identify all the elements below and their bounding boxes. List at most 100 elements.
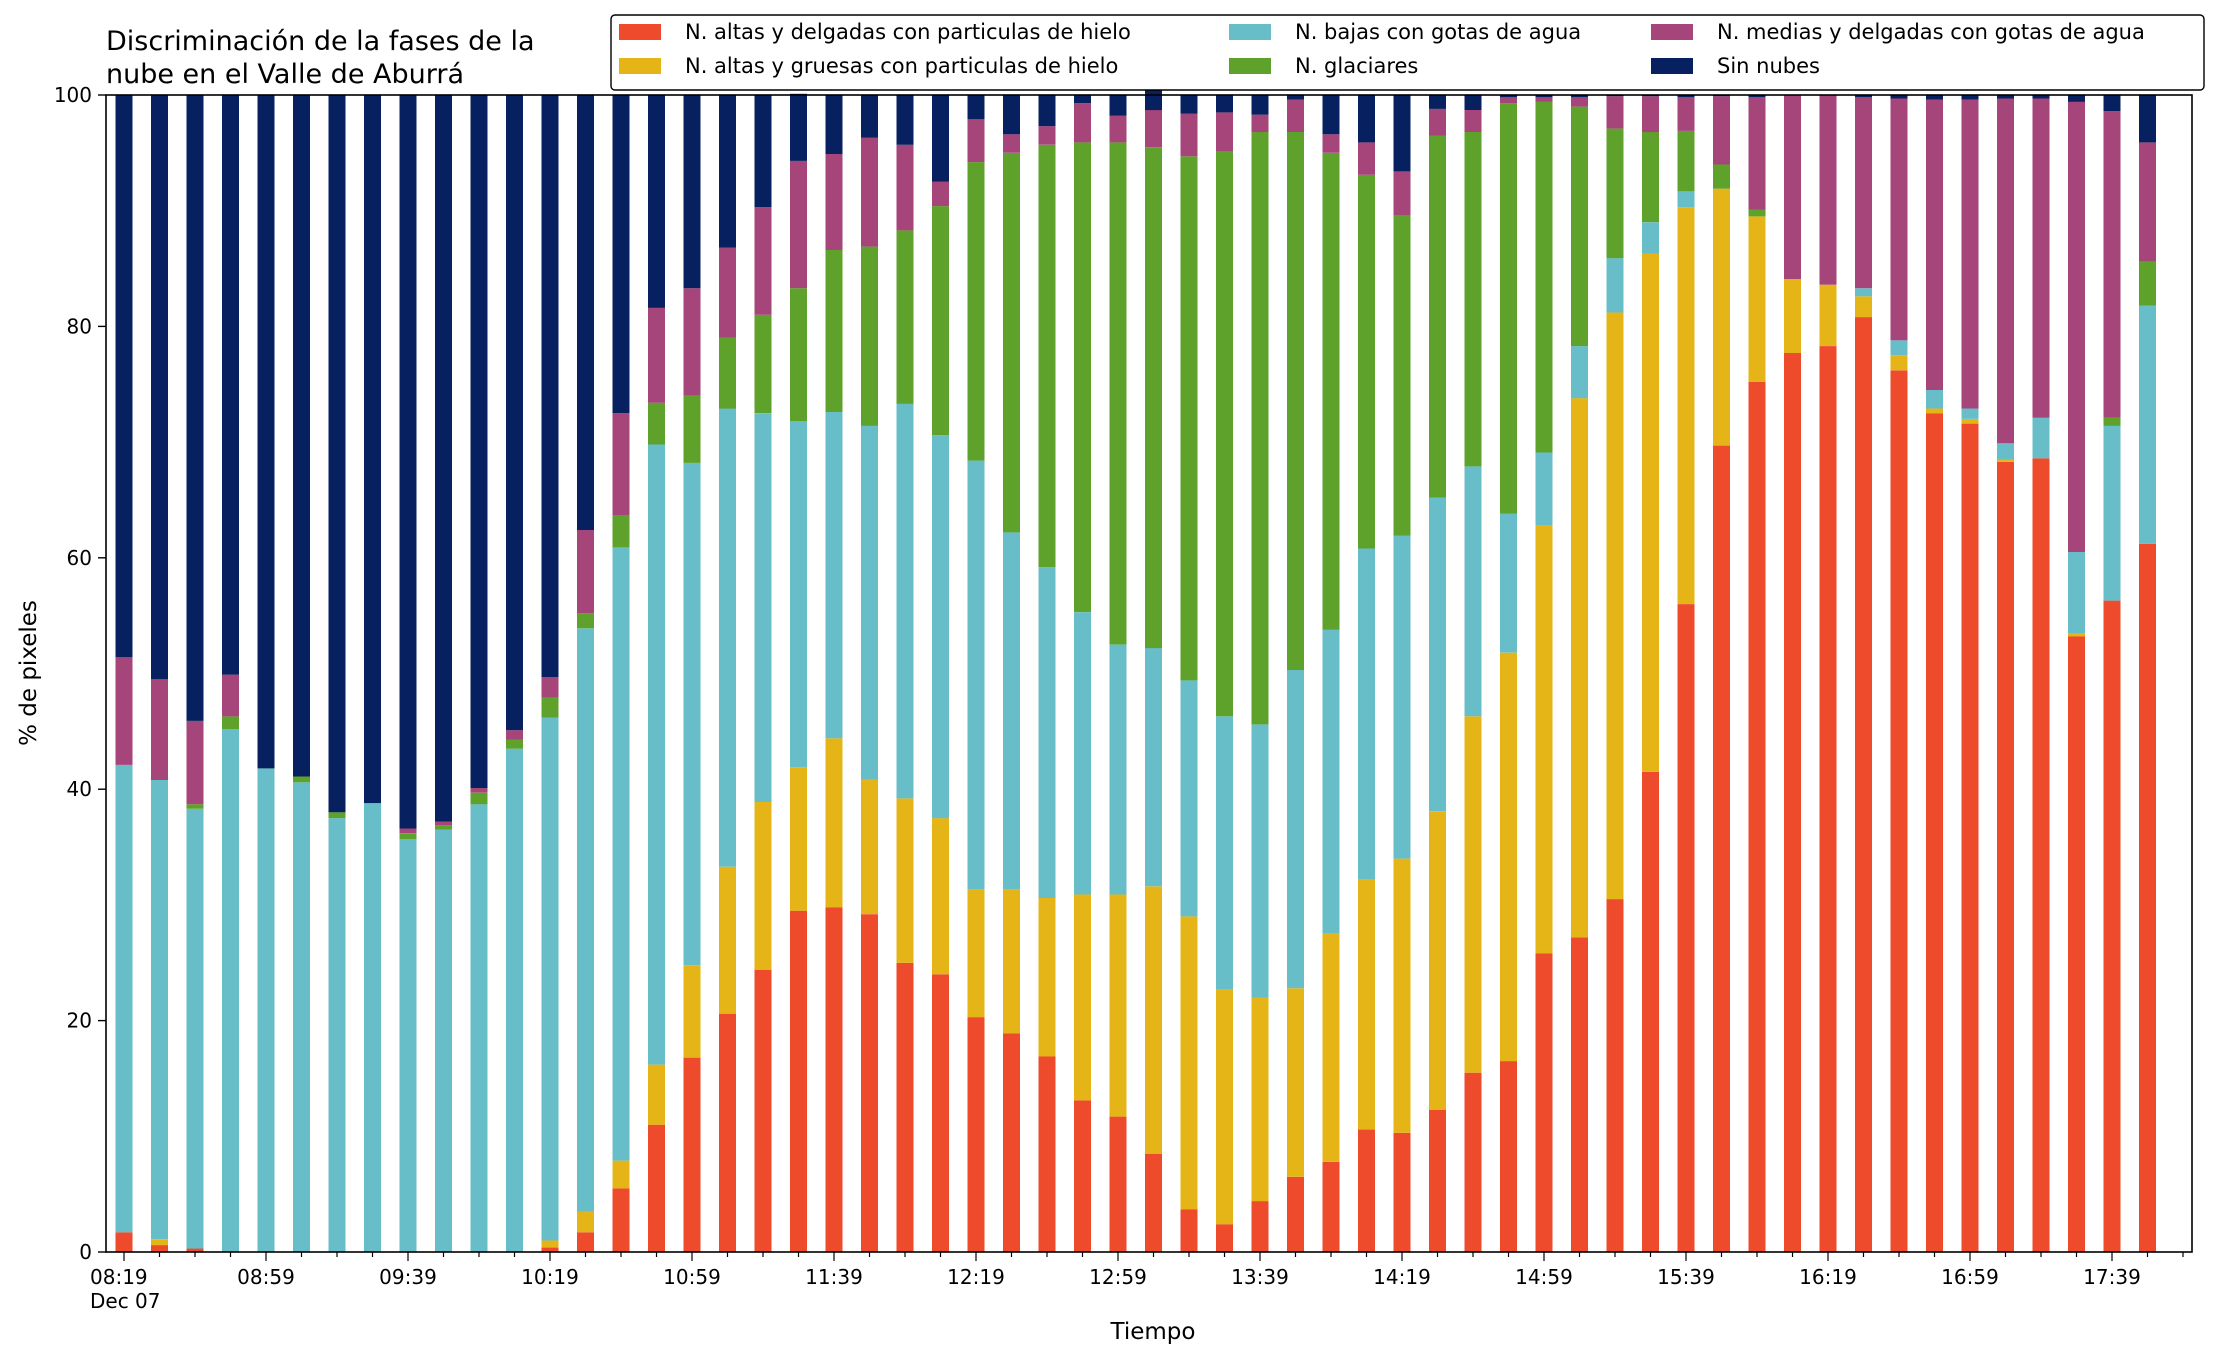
bar-segment-s2-5 [293,782,310,1252]
bar-segment-s1-40 [1535,525,1553,954]
bar-segment-s4-9 [435,821,452,826]
bar-segment-s4-43 [1642,96,1659,133]
bar-segment-s5-49 [1855,95,1872,98]
bar-segment-s1-45 [1713,188,1730,446]
bar-segment-s0-50 [1890,370,1908,1252]
bar-segment-s1-52 [1961,419,1979,424]
bar-segment-s5-8 [399,95,417,829]
bar-segment-s4-8 [399,828,417,834]
bar-segment-s0-31 [1216,1224,1233,1252]
bar-segment-s3-36 [1393,215,1411,536]
bar-segment-s3-32 [1251,132,1269,725]
x-tick-label: 15:39 [1657,1265,1715,1289]
bar-segment-s5-3 [222,95,239,675]
bar-segment-s0-0 [115,1232,133,1252]
bar-segment-s4-38 [1464,110,1482,132]
bar-segment-s1-33 [1287,988,1304,1177]
bar-segment-s5-10 [470,95,488,788]
bar-segment-s1-36 [1393,858,1411,1133]
bar-segment-s2-8 [399,839,417,1252]
x-tick-label: 11:39 [805,1265,863,1289]
y-tick-label: 60 [67,546,92,570]
bar-segment-s5-57 [2139,95,2156,143]
bar-segment-s4-22 [896,144,914,231]
bar-segment-s0-39 [1500,1061,1517,1252]
bar-segment-s5-4 [257,95,275,769]
bar-segment-s5-40 [1535,95,1553,98]
bar-segment-s3-2 [186,804,204,809]
y-axis-label: % de pixeles [16,600,42,746]
bar-segment-s2-25 [1003,532,1020,890]
bar-segment-s5-30 [1180,95,1198,114]
bar-segment-s0-14 [612,1188,630,1252]
y-tick-label: 40 [67,777,92,801]
x-tick-label: 17:39 [2083,1265,2141,1289]
bar-segment-s2-33 [1287,670,1304,989]
bar-segment-s5-18 [754,95,772,208]
bar-segment-s3-34 [1322,152,1340,630]
bar-segment-s5-56 [2103,95,2121,112]
y-tick-label: 20 [67,1009,92,1033]
bar-segment-s2-16 [683,462,701,965]
bar-segment-s2-2 [186,808,204,1249]
legend-swatch-4 [1651,24,1693,40]
bars-group [115,90,2156,1253]
bar-segment-s0-29 [1145,1153,1162,1252]
bar-segment-s2-7 [364,803,381,1252]
bar-segment-s1-46 [1748,216,1766,382]
bar-segment-s2-17 [719,408,736,867]
bar-segment-s4-30 [1180,113,1198,157]
bar-segment-s3-25 [1003,152,1020,533]
bar-segment-s2-51 [1926,390,1943,409]
bar-segment-s2-54 [2032,417,2050,459]
bar-segment-s3-45 [1713,164,1730,189]
x-tick-label: 12:19 [947,1265,1005,1289]
bar-segment-s1-14 [612,1160,630,1189]
legend-label-1: N. altas y gruesas con particulas de hie… [685,54,1118,78]
bar-segment-s5-36 [1393,95,1411,172]
bar-segment-s4-47 [1784,95,1801,279]
bar-segment-s4-44 [1677,97,1695,131]
bar-segment-s2-15 [648,444,665,1065]
bar-segment-s0-21 [861,914,878,1252]
bar-segment-s4-41 [1571,97,1588,107]
bar-segment-s4-25 [1003,134,1020,153]
bar-segment-s5-26 [1038,95,1056,127]
bar-segment-s4-50 [1890,98,1908,341]
bar-segment-s1-49 [1855,296,1872,318]
bar-segment-s2-10 [470,804,488,1252]
bar-segment-s3-37 [1429,135,1446,498]
bar-segment-s1-23 [932,818,949,975]
bar-segment-s0-56 [2103,600,2121,1252]
bar-segment-s4-17 [719,247,736,338]
bar-segment-s4-42 [1606,96,1624,129]
bar-segment-s2-11 [506,748,523,1252]
bar-segment-s5-32 [1251,95,1269,115]
bar-segment-s3-42 [1606,128,1624,259]
y-tick-label: 0 [79,1240,92,1264]
bar-segment-s0-46 [1748,381,1766,1252]
bar-segment-s3-11 [506,739,523,749]
bar-segment-s2-41 [1571,346,1588,399]
bar-segment-s3-27 [1074,142,1091,613]
bar-segment-s2-1 [151,779,168,1240]
bar-segment-s4-3 [222,674,239,717]
bar-segment-s4-16 [683,288,701,396]
bar-segment-s1-39 [1500,652,1517,1062]
bar-segment-s0-49 [1855,317,1872,1253]
bar-segment-s2-3 [222,729,239,1252]
bar-segment-s2-4 [257,768,275,1252]
bar-segment-s5-27 [1074,95,1091,104]
bar-segment-s5-20 [825,95,843,154]
bar-segment-s4-23 [932,181,949,207]
bar-segment-s5-25 [1003,95,1020,135]
bar-segment-s0-18 [754,969,772,1252]
bar-segment-s4-53 [1997,98,2014,444]
bar-segment-s5-41 [1571,95,1588,98]
x-tick-label: 14:59 [1515,1265,1573,1289]
bar-segment-s4-2 [186,720,204,805]
bar-segment-s1-43 [1642,253,1659,772]
bar-segment-s2-22 [896,403,914,799]
bar-segment-s3-56 [2103,417,2121,426]
bar-segment-s0-36 [1393,1132,1411,1252]
